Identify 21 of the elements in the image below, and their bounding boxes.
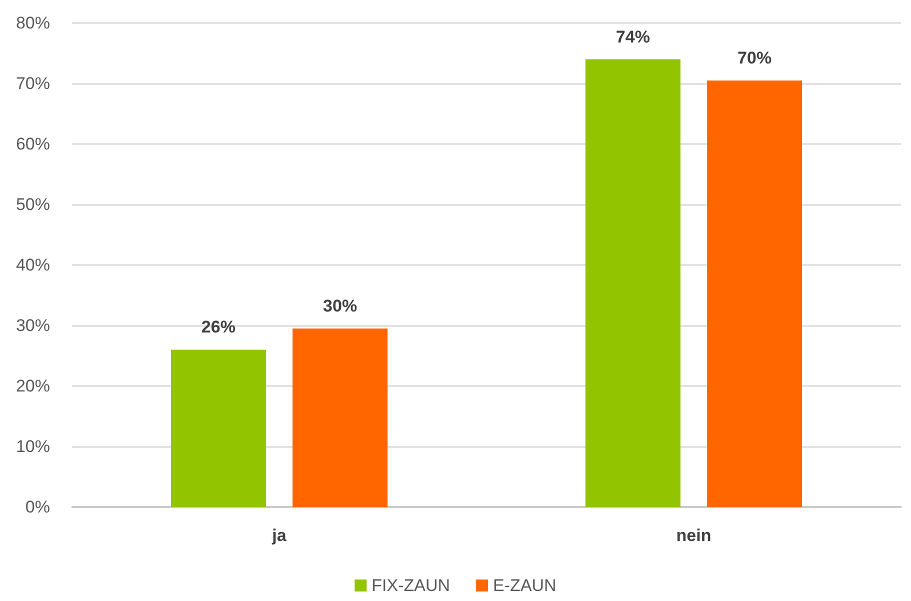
y-tick-label: 20% [16,376,50,396]
legend-label: E-ZAUN [493,576,556,595]
y-tick-label: 30% [16,316,50,335]
y-tick-label: 80% [16,14,50,32]
y-tick-label: 60% [16,134,50,154]
y-tick-label: 40% [16,256,50,274]
bar [170,350,266,507]
data-label: 26% [201,318,236,337]
y-tick-label: 10% [16,437,50,456]
data-label: 70% [738,48,772,68]
y-tick-label: 50% [16,195,50,214]
bar [292,328,388,507]
x-tick-label: ja [271,526,287,545]
x-tick-label: nein [676,526,712,545]
legend-label: FIX-ZAUN [372,576,450,595]
bar [585,59,680,507]
bar [707,80,802,507]
data-label: 74% [616,27,650,46]
y-tick-label: 70% [16,74,50,93]
y-tick-label: 0% [25,498,50,516]
data-label: 30% [323,296,358,316]
